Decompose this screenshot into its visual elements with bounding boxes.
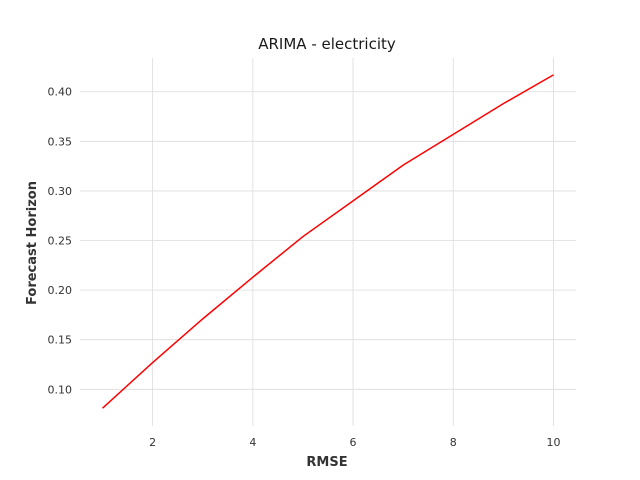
grid [80, 58, 576, 426]
y-tick-label: 0.35 [48, 135, 73, 148]
x-axis-label: RMSE [306, 455, 347, 470]
series-line [102, 74, 554, 409]
x-tick-label: 10 [546, 436, 560, 449]
x-tick-label: 6 [350, 436, 357, 449]
x-tick-label: 8 [450, 436, 457, 449]
y-tick-labels: 0.10 0.15 0.20 0.25 0.30 0.35 0.40 [48, 86, 73, 397]
series-layer [102, 74, 554, 409]
y-tick-label: 0.40 [48, 86, 73, 99]
y-tick-label: 0.20 [48, 284, 73, 297]
x-tick-labels: 2 4 6 8 10 [149, 436, 560, 449]
y-tick-label: 0.25 [48, 235, 73, 248]
chart-title: ARIMA - electricity [258, 35, 396, 53]
y-axis-label: Forecast Horizon [25, 181, 40, 305]
x-tick-label: 4 [249, 436, 256, 449]
x-tick-label: 2 [149, 436, 156, 449]
y-tick-label: 0.30 [48, 185, 73, 198]
y-tick-label: 0.10 [48, 383, 73, 396]
y-tick-label: 0.15 [48, 334, 73, 347]
